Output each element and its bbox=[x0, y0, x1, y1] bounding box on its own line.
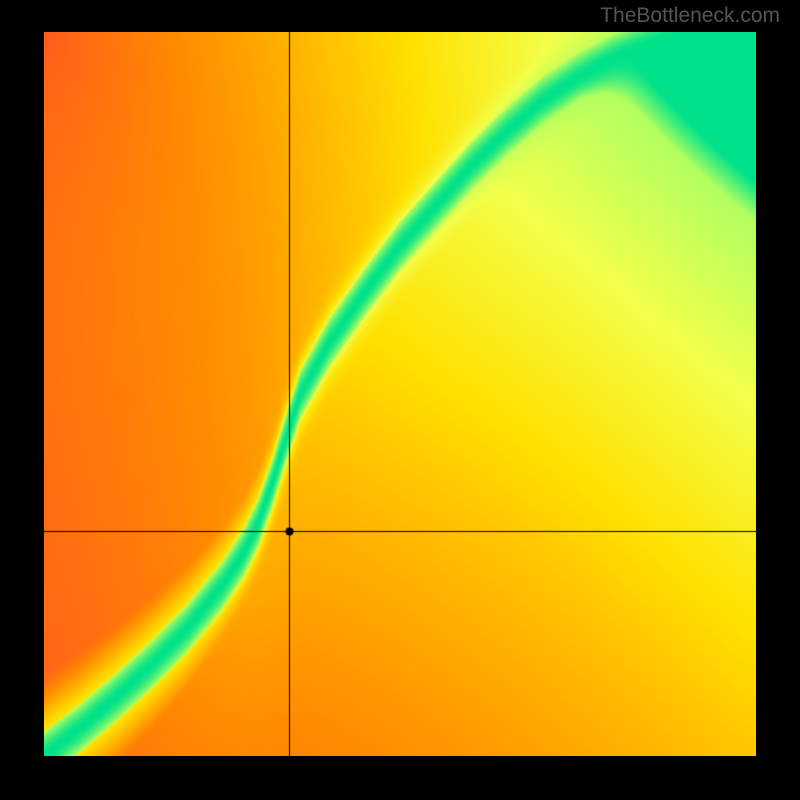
watermark-text: TheBottleneck.com bbox=[600, 4, 780, 28]
chart-container: TheBottleneck.com bbox=[0, 0, 800, 800]
heatmap-canvas bbox=[44, 32, 756, 756]
heatmap-plot bbox=[44, 32, 756, 756]
